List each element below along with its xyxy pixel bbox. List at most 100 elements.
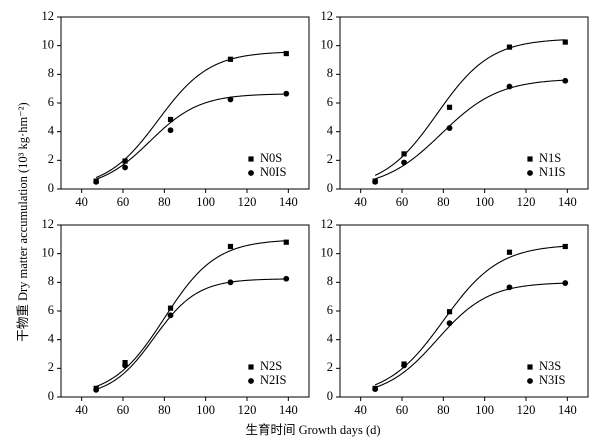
y-tick-label: 4 — [48, 124, 55, 138]
x-tick-label: 140 — [558, 195, 577, 209]
legend-marker-circle — [527, 170, 533, 176]
y-tick-label: 0 — [48, 389, 54, 403]
data-point-circle — [227, 96, 234, 103]
data-point-square — [446, 104, 453, 110]
y-tick-label: 4 — [327, 332, 334, 346]
legend-label: N1S — [539, 151, 561, 165]
y-tick-label: 12 — [321, 217, 334, 231]
legend-marker-square — [248, 364, 254, 370]
x-axis-title: 生育时间 Growth days (d) — [245, 422, 380, 437]
y-tick-label: 2 — [327, 360, 333, 374]
legend-label: N1IS — [539, 165, 565, 179]
x-tick-label: 80 — [158, 403, 171, 417]
legend-label: N3IS — [539, 373, 565, 387]
fit-curve-n1s — [374, 39, 566, 176]
y-tick-label: 2 — [327, 152, 333, 166]
legend-label: N0IS — [260, 165, 286, 179]
x-tick-label: 100 — [475, 195, 494, 209]
y-tick-label: 10 — [42, 38, 55, 52]
y-tick-label: 8 — [327, 66, 333, 80]
legend-marker-circle — [527, 378, 533, 384]
y-tick-label: 10 — [321, 246, 334, 260]
x-tick-label: 120 — [517, 195, 536, 209]
data-point-circle — [227, 279, 234, 286]
fit-curve-n0is — [95, 93, 287, 180]
x-tick-label: 120 — [238, 403, 257, 417]
x-tick-label: 60 — [117, 195, 130, 209]
data-point-square — [227, 243, 234, 250]
legend-marker-circle — [248, 170, 254, 176]
data-point-circle — [401, 159, 407, 166]
y-tick-label: 6 — [48, 95, 54, 109]
x-tick-label: 100 — [475, 403, 494, 417]
y-tick-label: 8 — [48, 66, 54, 80]
y-axis-title: 干物重 Dry matter accumulation (10³ kg·hm⁻²… — [15, 102, 30, 341]
y-tick-label: 4 — [48, 332, 55, 346]
x-tick-label: 100 — [196, 195, 215, 209]
x-tick-label: 100 — [196, 403, 215, 417]
data-point-square — [562, 243, 568, 250]
y-tick-label: 12 — [42, 217, 55, 231]
data-point-square — [283, 239, 289, 245]
y-tick-label: 10 — [42, 246, 55, 260]
data-point-circle — [122, 164, 128, 171]
x-tick-label: 40 — [354, 403, 367, 417]
data-point-square — [283, 50, 289, 57]
legend-label: N0S — [260, 151, 282, 165]
data-point-circle — [446, 125, 453, 131]
data-point-square — [401, 151, 407, 157]
data-point-square — [227, 56, 234, 62]
x-tick-label: 40 — [75, 403, 88, 417]
data-point-circle — [506, 284, 513, 291]
data-point-circle — [562, 77, 569, 84]
y-tick-label: 12 — [321, 9, 334, 23]
data-point-square — [167, 116, 174, 123]
fit-curve-n2is — [95, 278, 287, 390]
data-point-square — [446, 309, 453, 315]
data-point-square — [122, 158, 128, 164]
data-point-circle — [93, 386, 100, 393]
x-tick-label: 40 — [75, 195, 88, 209]
y-tick-label: 0 — [327, 181, 333, 195]
x-tick-label: 120 — [517, 403, 536, 417]
data-point-circle — [283, 90, 290, 97]
data-point-circle — [446, 320, 453, 327]
y-tick-label: 6 — [327, 303, 333, 317]
x-tick-label: 140 — [558, 403, 577, 417]
legend-label: N2S — [260, 359, 282, 373]
y-tick-label: 2 — [48, 152, 54, 166]
x-tick-label: 140 — [279, 195, 298, 209]
y-tick-label: 2 — [48, 360, 54, 374]
data-point-circle — [372, 386, 379, 393]
data-point-circle — [401, 362, 407, 369]
data-point-circle — [167, 312, 174, 319]
y-tick-label: 6 — [327, 95, 333, 109]
y-tick-label: 0 — [327, 389, 333, 403]
y-tick-label: 8 — [327, 274, 333, 288]
data-point-square — [506, 44, 513, 50]
x-tick-label: 140 — [279, 403, 298, 417]
fit-curve-n0s — [95, 51, 287, 179]
legend-label: N2IS — [260, 373, 286, 387]
data-point-circle — [122, 362, 128, 369]
x-tick-label: 40 — [354, 195, 367, 209]
x-tick-label: 60 — [396, 403, 409, 417]
y-tick-label: 6 — [48, 303, 54, 317]
data-point-circle — [372, 178, 379, 185]
data-point-circle — [283, 275, 290, 282]
data-point-square — [562, 39, 568, 45]
legend-marker-square — [527, 364, 533, 370]
fit-curve-n3s — [374, 245, 566, 386]
y-tick-label: 4 — [327, 124, 334, 138]
x-tick-label: 60 — [396, 195, 409, 209]
y-tick-label: 0 — [48, 181, 54, 195]
x-tick-label: 60 — [117, 403, 130, 417]
legend-marker-square — [527, 156, 533, 162]
legend-marker-circle — [248, 378, 254, 384]
